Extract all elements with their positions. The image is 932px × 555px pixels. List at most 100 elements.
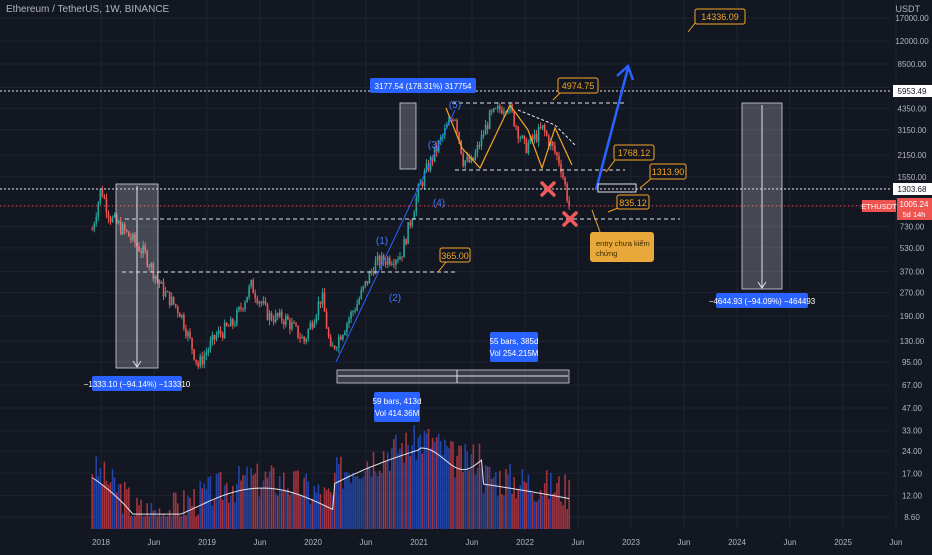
- candle-body: [140, 251, 142, 254]
- volume-bar: [211, 505, 214, 529]
- candle-body: [521, 135, 524, 138]
- volume-bar: [260, 487, 263, 529]
- candle-body: [201, 356, 204, 365]
- volume-bar: [448, 448, 450, 529]
- currency-label: USDT: [895, 4, 921, 14]
- price-tick-label: 17.00: [902, 469, 923, 478]
- volume-bar: [225, 482, 228, 529]
- label-1313[interactable]: 1313.90: [649, 163, 687, 180]
- volume-bar: [545, 470, 548, 529]
- volume-bar: [162, 514, 165, 529]
- candle-body: [152, 263, 155, 279]
- candle-body: [221, 333, 224, 339]
- forecast-arrow: [594, 67, 630, 191]
- candle-body: [150, 263, 153, 268]
- time-tick-label: Jun: [360, 538, 373, 547]
- volume-bar: [262, 480, 265, 529]
- volume-bar: [335, 457, 338, 529]
- candle-body: [397, 259, 399, 261]
- label-measure-2021[interactable]: 3177.54 (178.31%) 317754: [370, 78, 476, 93]
- label-measure-future[interactable]: −4644.93 (−94.09%) −464493: [709, 293, 816, 308]
- candle-body: [464, 160, 467, 167]
- candle-body: [541, 125, 544, 129]
- volume-bar: [150, 503, 153, 529]
- candle-body: [168, 291, 171, 306]
- time-tick-label: 2025: [834, 538, 852, 547]
- volume-bar: [454, 477, 456, 529]
- candle-body: [109, 218, 112, 222]
- candle-body: [315, 315, 318, 323]
- volume-bar: [146, 503, 149, 529]
- candle-body: [431, 157, 434, 161]
- candle-body: [266, 303, 269, 320]
- volume-bar: [368, 466, 371, 529]
- volume-bar: [99, 467, 102, 529]
- volume-bar: [531, 492, 534, 529]
- volume-bar: [568, 479, 570, 529]
- candle-body: [130, 236, 132, 240]
- candle-body: [113, 214, 116, 217]
- candle-body: [513, 111, 515, 127]
- volume-bar: [97, 476, 100, 529]
- volume-bar: [456, 455, 458, 529]
- candle-body: [545, 131, 548, 136]
- volume-bar: [564, 474, 566, 529]
- label-1768[interactable]: 1768.12: [613, 144, 655, 161]
- candle-body: [437, 140, 440, 152]
- volume-bar: [160, 516, 163, 529]
- label-4974[interactable]: 4974.75: [557, 77, 599, 94]
- candle-body: [484, 124, 487, 135]
- candle-body: [264, 301, 267, 304]
- svg-text:14336.09: 14336.09: [701, 12, 739, 22]
- volume-bar: [229, 495, 232, 529]
- candle-body: [156, 275, 159, 280]
- candle-body: [335, 347, 338, 349]
- candle-body: [490, 110, 493, 112]
- small-box-1313: [597, 183, 637, 193]
- note-entry[interactable]: entry chưa kiểm chứng: [590, 209, 654, 262]
- label-14336[interactable]: 14336.09: [694, 8, 746, 25]
- candle-body: [293, 322, 295, 324]
- price-tick-label: 33.00: [902, 427, 923, 436]
- candle-body: [529, 136, 532, 143]
- label-measure-2018[interactable]: −1333.10 (−94.14%) −133310: [84, 376, 191, 391]
- candle-body: [456, 119, 458, 132]
- candle-body: [132, 234, 134, 240]
- candle-body: [242, 308, 244, 310]
- volume-bar: [221, 499, 224, 529]
- label-365[interactable]: 365.00: [439, 247, 471, 263]
- candle-body: [289, 319, 291, 330]
- time-tick-label: 2022: [516, 538, 534, 547]
- volume-bar: [258, 496, 261, 529]
- label-bars-55[interactable]: 55 bars, 385d Vol 254.215M: [490, 332, 539, 362]
- volume-bar: [340, 456, 342, 529]
- candle-body: [191, 337, 193, 350]
- label-835[interactable]: 835.12: [616, 194, 650, 210]
- volume-bar: [360, 478, 363, 529]
- volume-bar: [431, 437, 434, 529]
- volume-bar: [527, 474, 530, 529]
- volume-bar: [185, 515, 187, 529]
- price-tick-label: 8.60: [904, 513, 920, 522]
- volume-bar: [492, 476, 495, 529]
- candle-body: [146, 250, 149, 266]
- volume-bar: [397, 453, 399, 529]
- candle-body: [115, 214, 118, 223]
- connector-835: [607, 207, 619, 213]
- volume-bar: [370, 476, 373, 529]
- symbol-title[interactable]: Ethereum / TetherUS, 1W, BINANCE: [6, 4, 170, 15]
- candle-body: [527, 142, 530, 153]
- candle-body: [386, 257, 389, 265]
- volume-bar: [419, 435, 422, 529]
- candle-body: [207, 349, 210, 353]
- candle-body: [225, 322, 228, 326]
- volume-bar: [121, 513, 124, 529]
- candle-body: [509, 104, 511, 111]
- volume-bar: [128, 487, 130, 529]
- candle-body: [309, 322, 312, 330]
- label-bars-59[interactable]: 59 bars, 413d Vol 414.36M: [373, 392, 422, 422]
- volume-bar: [164, 516, 167, 529]
- volume-bar: [179, 516, 181, 529]
